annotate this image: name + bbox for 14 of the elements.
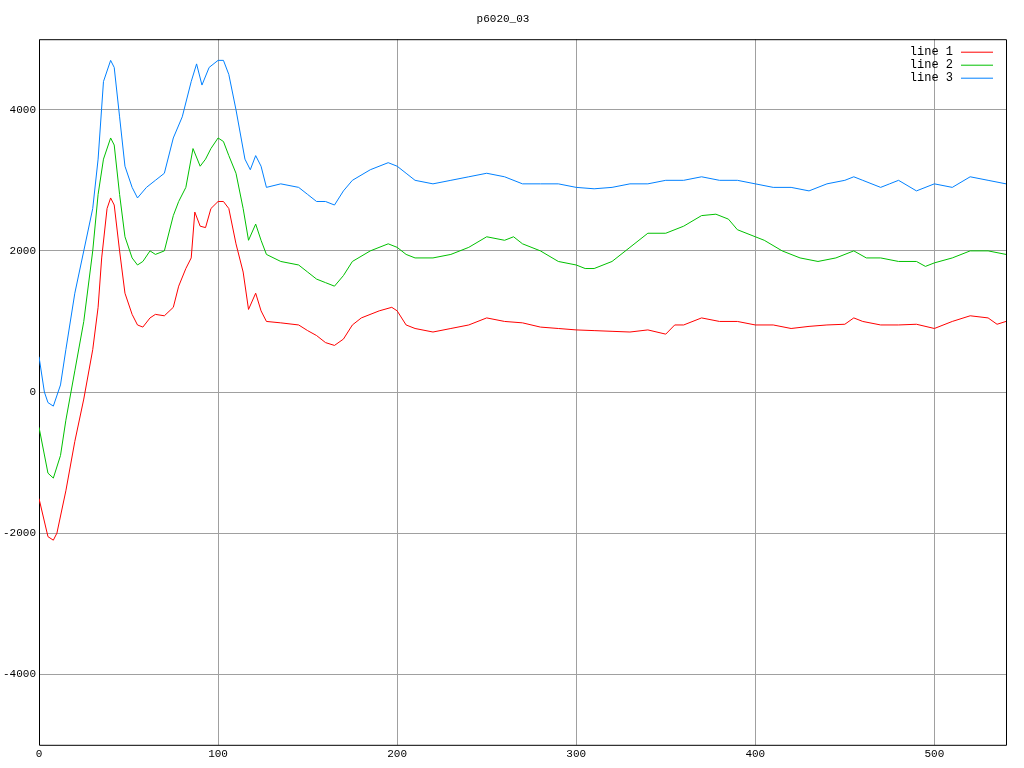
y-tick-label: 2000 bbox=[9, 244, 37, 257]
x-tick-label: 400 bbox=[745, 748, 766, 761]
legend-label: line 3 bbox=[909, 71, 953, 86]
x-tick-label: 200 bbox=[387, 748, 408, 761]
x-tick-label: 100 bbox=[208, 748, 228, 761]
y-tick-label: 4000 bbox=[9, 103, 37, 116]
legend-label: line 2 bbox=[909, 58, 953, 73]
y-tick-label: -2000 bbox=[2, 527, 37, 540]
x-tick-label: 300 bbox=[566, 748, 587, 761]
y-tick-label: -4000 bbox=[2, 668, 37, 681]
x-tick-label: 500 bbox=[924, 748, 945, 761]
y-tick-label: 0 bbox=[29, 385, 37, 398]
chart-title: p6020_03 bbox=[476, 12, 530, 25]
legend-label: line 1 bbox=[909, 45, 953, 60]
